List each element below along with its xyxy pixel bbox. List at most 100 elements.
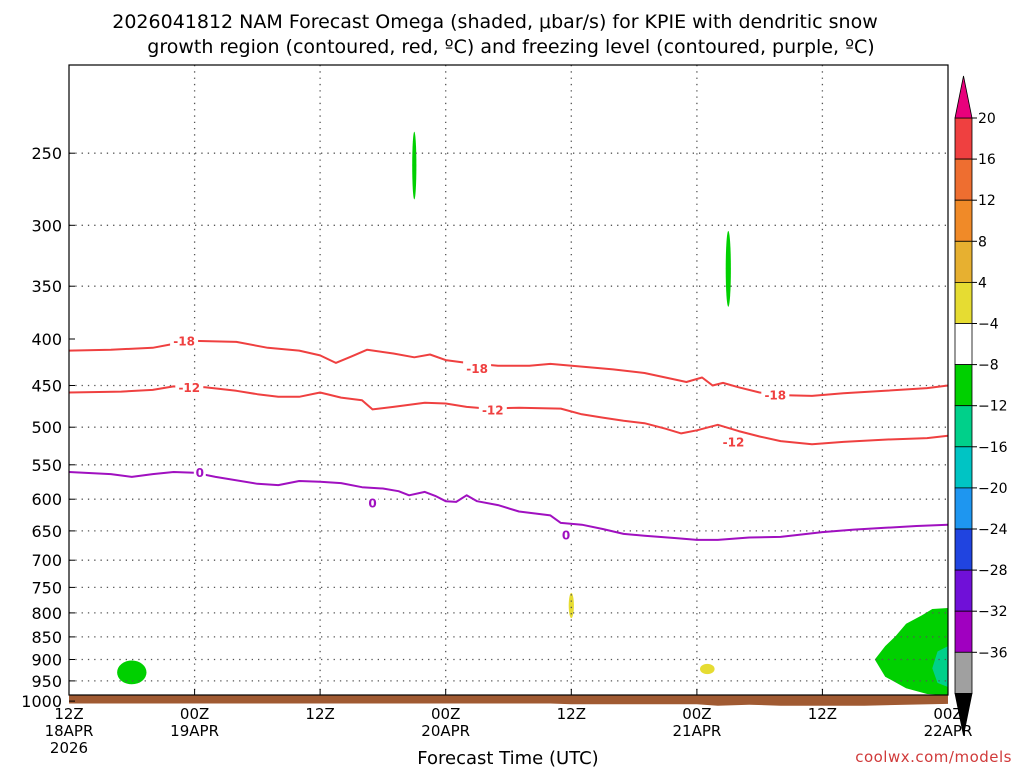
colorbar-band [954,569,973,612]
y-tick-label: 300 [31,216,62,235]
colorbar-top-arrow [954,75,973,119]
contour-label: -18 [466,362,488,376]
x-tick-label: 12Z [54,705,83,723]
x-tick-label: 12Z [557,705,586,723]
colorbar-tick-label: −28 [978,563,1008,579]
colorbar-band [954,651,973,694]
y-tick-label: 250 [31,144,62,163]
plot-frame [68,64,949,696]
y-tick-label: 800 [31,604,62,623]
colorbar-tick-label: 16 [978,152,996,168]
colorbar-tick-label: −20 [978,481,1008,497]
contour-label-bg [761,388,790,403]
omega-shaded-region [700,663,715,675]
y-tick-label: 350 [31,277,62,296]
colorbar-band [954,199,973,242]
contour-label: -18 [764,389,786,403]
y-tick-label: 950 [31,672,62,691]
x-tick-label: 19APR [170,722,219,740]
chart-title-line-2: growth region (contoured, red, ºC) and f… [147,36,874,58]
colorbar-band [954,528,973,571]
colorbar-tick-label: −4 [978,317,999,333]
y-tick-label: 1000 [21,692,62,711]
x-tick-label: 18APR [45,722,94,740]
colorbar-tick-label: 20 [978,111,996,127]
omega-shaded-region [568,592,574,619]
colorbar-band [954,240,973,283]
colorbar-tick-label: 4 [978,275,987,291]
y-tick-label: 650 [31,522,62,541]
x-tick-label: 12Z [305,705,334,723]
x-tick-label: 00Z [431,705,460,723]
colorbar-band [954,158,973,201]
contour-label-bg [463,361,492,376]
contour-label: -12 [178,381,200,395]
contour-label: 0 [368,497,376,511]
colorbar-bottom-arrow [954,693,973,736]
y-tick-label: 850 [31,628,62,647]
contour-line [68,471,949,541]
omega-edge-region-inner [932,646,948,687]
colorbar-tick-label: −16 [978,440,1008,456]
colorbar-tick-label: −8 [978,358,999,374]
contour-label: 0 [562,529,570,543]
colorbar-band [954,446,973,489]
colorbar-band [954,610,973,653]
colorbar-tick-label: −12 [978,399,1008,415]
y-tick-label: 900 [31,651,62,670]
colorbar-tick-label: −32 [978,604,1008,620]
terrain-fill [69,695,948,706]
colorbar-band [954,487,973,530]
omega-edge-region-outer [874,608,948,696]
x-tick-label: 12Z [808,705,837,723]
x-tick-label: 22APR [924,722,973,740]
colorbar-tick-label: 12 [978,193,996,209]
colorbar-band [954,364,973,407]
y-tick-label: 500 [31,418,62,437]
y-tick-label: 550 [31,456,62,475]
contour-label: -12 [723,435,745,449]
y-tick-label: 450 [31,377,62,396]
contour-label-bg [719,434,748,449]
credit-text: coolwx.com/models [855,748,1012,766]
temperature-contours: -18 -18 -18 -12 -12 -12 0 0 0 [68,333,949,543]
y-tick-label: 400 [31,330,62,349]
contour-label-bg [560,528,573,543]
omega-colorbar: 20 16 12 8 4 −4 −8 −12 −16 −20 −24 −28 −32 −36 [954,75,1008,736]
colorbar-band [954,405,973,448]
colorbar-band [954,117,973,160]
contour-label: -12 [482,404,504,418]
contour-label-bg [478,403,507,418]
x-tick-label: 00Z [682,705,711,723]
y-tick-label: 750 [31,578,62,597]
colorbar-band [954,281,973,324]
grid-lines [68,65,949,695]
omega-shaded-region [725,231,731,307]
contour-label-bg [366,496,379,511]
x-tick-label: 21APR [672,722,721,740]
y-tick-label: 600 [31,490,62,509]
x-tick-label: 20APR [421,722,470,740]
contour-label-bg [175,380,204,395]
colorbar-band [954,323,973,365]
x-tick-label: 2026 [50,739,88,757]
x-tick-label: 00Z [180,705,209,723]
x-tick-label: 00Z [933,705,962,723]
y-tick-label: 700 [31,551,62,570]
chart-title-line-1: 2026041812 NAM Forecast Omega (shaded, μ… [112,11,877,33]
x-axis-label: Forecast Time (UTC) [417,748,598,768]
omega-shaded-region [412,131,417,200]
contour-label: 0 [196,466,204,480]
colorbar-tick-label: −36 [978,645,1008,661]
pressure-axis: 250 300 350 400 450 500 550 600 650 700 750 800 850 9… [21,144,75,711]
omega-shaded-region [117,660,147,685]
contour-label-bg [193,465,206,480]
omega-shading [117,131,948,696]
colorbar-tick-label: 8 [978,234,987,250]
terrain-surface [69,695,948,706]
contour-label: -18 [173,334,195,348]
contour-label-bg [170,333,199,348]
colorbar-tick-label: −24 [978,522,1008,538]
